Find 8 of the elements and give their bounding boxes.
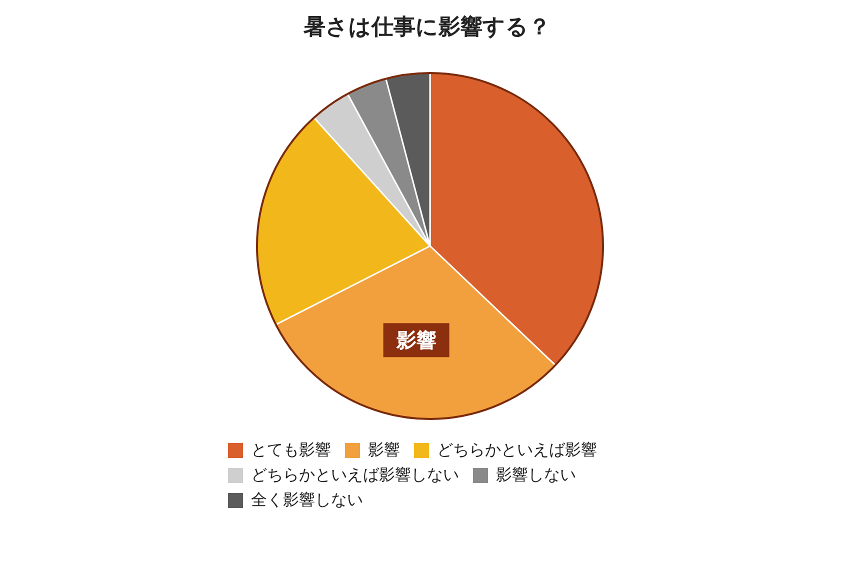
legend-label: 全く影響しない xyxy=(251,490,363,511)
legend-label: どちらかといえば影響 xyxy=(437,440,597,461)
annotation: 影響 xyxy=(383,323,450,358)
legend-label: どちらかといえば影響しない xyxy=(251,465,459,486)
legend-label: 影響しない xyxy=(496,465,576,486)
legend-label: とても影響 xyxy=(251,440,331,461)
chart-title: 暑さは仕事に影響する？ xyxy=(302,14,552,42)
legend-label: 影響 xyxy=(368,440,400,461)
